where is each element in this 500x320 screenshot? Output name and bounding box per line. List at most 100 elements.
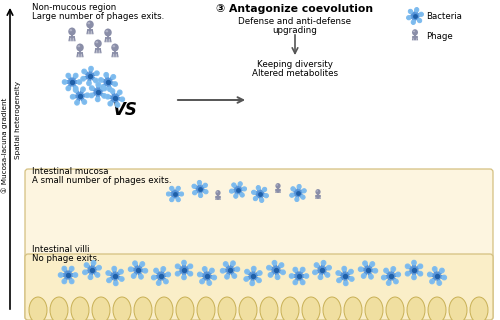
Circle shape [75,100,79,105]
Circle shape [81,76,86,81]
Text: Intestinal villi: Intestinal villi [32,245,90,254]
Circle shape [432,267,437,271]
Circle shape [164,279,168,284]
Circle shape [254,196,258,201]
Circle shape [152,275,156,280]
Ellipse shape [134,297,152,320]
Ellipse shape [316,190,318,192]
Circle shape [104,73,108,77]
Circle shape [220,268,225,273]
Circle shape [293,280,298,284]
Circle shape [102,86,106,91]
Circle shape [276,275,280,279]
Circle shape [396,272,400,277]
Circle shape [113,82,117,86]
Circle shape [297,185,301,188]
Circle shape [230,189,234,193]
Circle shape [232,274,236,278]
Circle shape [412,275,416,280]
Ellipse shape [50,297,68,320]
Circle shape [245,269,250,274]
Circle shape [84,263,89,267]
Circle shape [267,266,271,270]
Circle shape [235,267,240,271]
Circle shape [252,190,256,194]
Ellipse shape [112,45,115,47]
Circle shape [314,263,319,267]
Circle shape [290,274,294,278]
Circle shape [281,270,285,275]
Ellipse shape [281,297,299,320]
FancyBboxPatch shape [25,254,493,320]
Circle shape [313,270,317,275]
Circle shape [412,20,416,24]
Circle shape [156,281,161,285]
Circle shape [224,262,228,266]
Circle shape [74,88,78,92]
Circle shape [290,193,294,197]
Circle shape [407,16,410,20]
Text: Non-mucous region: Non-mucous region [32,3,116,12]
Circle shape [437,281,442,285]
Circle shape [348,269,353,274]
Circle shape [408,10,412,13]
Text: VS: VS [112,101,138,119]
Circle shape [176,198,180,202]
Ellipse shape [276,183,280,189]
Circle shape [212,275,216,280]
Circle shape [302,189,306,193]
Circle shape [300,268,305,272]
Circle shape [362,274,366,278]
Circle shape [325,273,330,277]
Circle shape [202,267,207,271]
Circle shape [262,188,266,191]
Ellipse shape [344,297,362,320]
Ellipse shape [113,297,131,320]
Circle shape [88,275,92,279]
Ellipse shape [155,297,173,320]
Text: Intestinal mucosa: Intestinal mucosa [32,167,108,176]
Circle shape [188,271,192,276]
Ellipse shape [76,44,84,52]
Ellipse shape [413,30,415,32]
Circle shape [264,194,268,198]
Circle shape [200,279,204,284]
Circle shape [234,194,238,198]
Circle shape [210,268,214,273]
Circle shape [74,73,78,78]
Circle shape [96,97,100,101]
Circle shape [74,86,78,91]
Text: Large number of phages exits.: Large number of phages exits. [32,12,164,21]
Circle shape [161,267,166,271]
Circle shape [102,94,106,98]
Text: Keeping diversity: Keeping diversity [257,60,333,69]
Circle shape [96,83,100,87]
Circle shape [336,271,340,275]
Circle shape [114,281,118,285]
Circle shape [108,101,112,106]
Ellipse shape [104,28,112,36]
Circle shape [182,275,186,280]
Ellipse shape [218,297,236,320]
Ellipse shape [71,297,89,320]
Circle shape [192,184,196,188]
Circle shape [198,180,202,185]
Circle shape [106,94,110,99]
Circle shape [344,281,348,285]
Circle shape [132,274,136,278]
Ellipse shape [216,191,218,193]
Circle shape [118,269,123,274]
Circle shape [256,278,261,283]
Text: Altered metabolites: Altered metabolites [252,69,338,78]
Circle shape [62,266,66,271]
Text: ③ Antagonize coevolution: ③ Antagonize coevolution [216,4,374,14]
Circle shape [140,262,144,266]
Text: No phage exits.: No phage exits. [32,254,100,263]
Circle shape [154,268,158,273]
Text: A small number of phages exits.: A small number of phages exits. [32,176,172,185]
Circle shape [170,198,173,202]
Circle shape [391,267,396,271]
Circle shape [128,267,133,271]
Circle shape [382,275,386,280]
Circle shape [256,186,260,190]
